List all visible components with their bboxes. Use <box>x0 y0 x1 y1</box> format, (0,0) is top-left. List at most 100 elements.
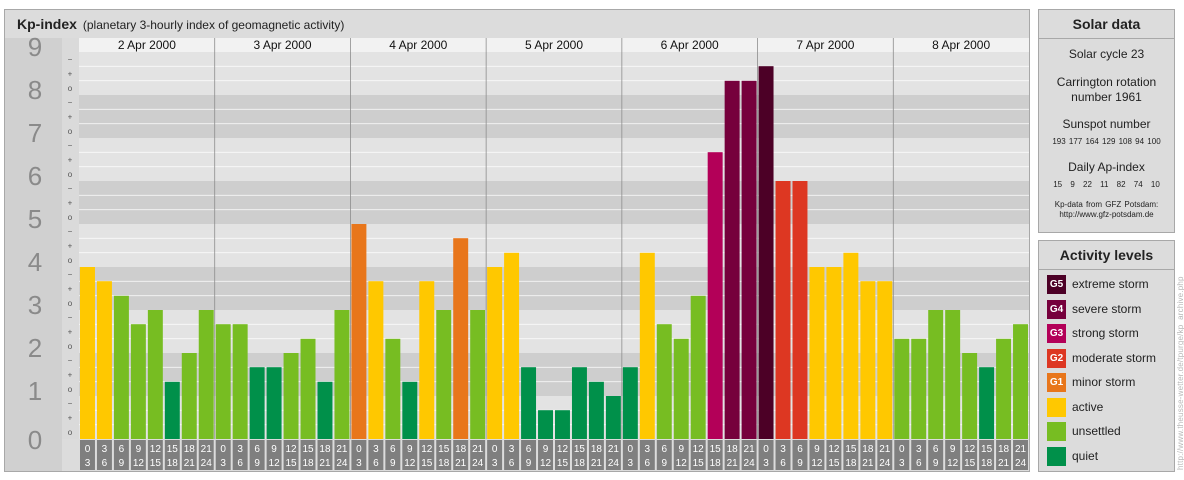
carrington-line1: Carrington rotation <box>1056 75 1157 89</box>
hour-end-label: 15 <box>964 458 976 469</box>
hour-label-tile <box>656 440 672 470</box>
kp-bar <box>996 338 1012 439</box>
hour-label-tile <box>945 440 961 470</box>
hour-label-tile <box>962 440 978 470</box>
y-tick-label: 9 <box>28 32 42 62</box>
day-label: 8 Apr 2000 <box>932 38 990 52</box>
hour-end-label: 18 <box>710 458 722 469</box>
hour-start-label: 12 <box>285 444 297 455</box>
hour-label-tile <box>555 440 570 470</box>
hour-start-label: 9 <box>271 444 277 455</box>
legend-item: unsettled <box>1047 422 1121 442</box>
hour-end-label: 3 <box>356 458 362 469</box>
hour-end-label: 21 <box>727 458 739 469</box>
hour-label-tile <box>826 440 842 470</box>
y-fine-tick-label: + <box>68 70 73 79</box>
hour-start-label: 21 <box>744 444 756 455</box>
legend-swatch: G4 <box>1047 299 1066 319</box>
y-fine-tick-label: o <box>68 342 73 351</box>
hour-end-label: 18 <box>845 458 857 469</box>
hour-end-label: 24 <box>201 458 213 469</box>
y-fine-tick-label: o <box>68 170 73 179</box>
hour-start-label: 0 <box>628 444 634 455</box>
day-label: 4 Apr 2000 <box>389 38 447 52</box>
y-fine-tick-label: o <box>68 299 73 308</box>
hour-label-tile <box>639 440 655 470</box>
day-label: 2 Apr 2000 <box>118 38 176 52</box>
hour-start-label: 3 <box>509 444 515 455</box>
hour-label-tile <box>351 440 367 470</box>
hour-end-label: 9 <box>119 458 125 469</box>
kp-bar <box>928 310 944 439</box>
hour-end-label: 9 <box>797 458 803 469</box>
hour-label-tile <box>164 440 180 470</box>
kp-bar <box>809 267 825 439</box>
hour-start-label: 0 <box>356 444 362 455</box>
y-tick-label: 5 <box>28 204 42 234</box>
kp-bar <box>147 310 163 439</box>
y-tick-label: 8 <box>28 75 42 105</box>
hour-start-label: 18 <box>862 444 874 455</box>
kp-bar <box>266 367 282 439</box>
hour-start-label: 18 <box>591 444 603 455</box>
kp-bar <box>130 324 146 439</box>
hour-label-tile <box>1013 440 1028 470</box>
kp-bar <box>605 396 621 439</box>
hour-start-label: 0 <box>899 444 905 455</box>
kp-bar <box>113 295 129 439</box>
hour-end-label: 6 <box>780 458 786 469</box>
hour-start-label: 15 <box>710 444 722 455</box>
solar-data-title: Solar data <box>1039 10 1174 39</box>
y-band <box>79 181 1029 224</box>
legend-swatch: G1 <box>1047 373 1066 393</box>
hour-label-tile <box>300 440 316 470</box>
kp-bar <box>639 252 655 439</box>
hour-end-label: 12 <box>269 458 281 469</box>
hour-label-tile <box>334 440 350 470</box>
kp-bar <box>317 381 333 439</box>
hour-label-tile <box>249 440 265 470</box>
legend-item: G5 extreme storm <box>1047 275 1149 295</box>
y-band <box>79 95 1029 138</box>
day-header-strip <box>79 38 1029 52</box>
hour-label-tile <box>147 440 163 470</box>
hour-start-label: 6 <box>797 444 803 455</box>
hour-end-label: 9 <box>933 458 939 469</box>
hour-end-label: 9 <box>661 458 667 469</box>
kp-bar <box>758 66 774 439</box>
hour-end-label: 18 <box>574 458 586 469</box>
y-fine-tick-label: o <box>68 127 73 136</box>
kp-bar <box>1013 324 1028 439</box>
kp-bar <box>724 80 740 439</box>
chart-title-text: Kp-index <box>17 16 77 32</box>
kp-bar <box>504 252 520 439</box>
hour-end-label: 21 <box>591 458 603 469</box>
hour-end-label: 21 <box>998 458 1010 469</box>
hour-start-label: 9 <box>814 444 820 455</box>
hour-start-label: 0 <box>763 444 769 455</box>
kp-bar <box>300 338 316 439</box>
source-link[interactable]: http://www.gfz-potsdam.de <box>1059 210 1154 219</box>
hour-label-tile <box>283 440 299 470</box>
y-fine-tick-label: + <box>68 414 73 423</box>
kp-bar <box>741 80 757 439</box>
hour-label-tile <box>368 440 384 470</box>
hour-end-label: 21 <box>862 458 874 469</box>
legend-label: quiet <box>1072 448 1099 463</box>
hour-label-tile <box>232 440 248 470</box>
legend-item: G3 strong storm <box>1047 324 1139 344</box>
kp-bar <box>775 181 791 439</box>
kp-bar <box>707 152 723 439</box>
hour-label-tile <box>979 440 995 470</box>
hour-start-label: 6 <box>119 444 125 455</box>
hour-label-tile <box>487 440 503 470</box>
y-fine-tick-label: − <box>68 356 73 365</box>
hour-label-tile <box>181 440 197 470</box>
day-label: 3 Apr 2000 <box>254 38 312 52</box>
hour-end-label: 6 <box>916 458 922 469</box>
legend-swatch <box>1047 422 1066 442</box>
hour-label-tile <box>317 440 333 470</box>
hour-label-tile <box>130 440 146 470</box>
kp-bar <box>911 338 927 439</box>
